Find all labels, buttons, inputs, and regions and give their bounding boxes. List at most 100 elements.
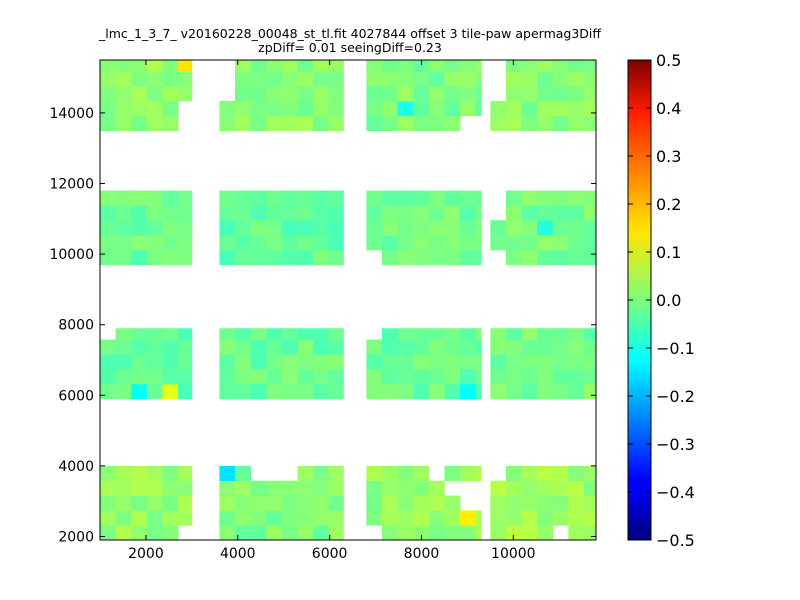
heatmap-cell — [537, 235, 554, 251]
heatmap-cell — [366, 354, 383, 370]
heatmap-cell — [146, 100, 163, 117]
heatmap-cell — [162, 235, 179, 251]
heatmap-cell — [266, 328, 283, 340]
heatmap-cell — [505, 100, 522, 117]
heatmap-cell — [490, 115, 507, 131]
heatmap-cell — [537, 249, 554, 266]
heatmap-cell — [490, 100, 507, 117]
heatmap-cell — [219, 328, 236, 340]
heatmap-cell — [297, 525, 314, 541]
heatmap-cell — [521, 235, 538, 251]
heatmap-cell — [162, 100, 179, 117]
heatmap-cell — [381, 384, 398, 400]
heatmap-cell — [313, 354, 330, 370]
heatmap-cell — [460, 220, 477, 236]
heatmap-cell — [381, 115, 398, 131]
heatmap-cell — [328, 205, 344, 221]
heatmap-cell — [381, 525, 398, 541]
heatmap-cell — [115, 510, 132, 526]
heatmap-cell — [162, 220, 179, 236]
heatmap-cell — [381, 510, 398, 526]
heatmap-cell — [131, 115, 148, 131]
heatmap-cell — [266, 495, 283, 511]
heatmap-cell — [297, 328, 314, 340]
heatmap-cell — [131, 220, 148, 236]
heatmap-cell — [146, 384, 163, 400]
heatmap-cell — [266, 369, 283, 385]
heatmap-cell — [115, 339, 132, 355]
heatmap-cell — [250, 71, 267, 87]
heatmap-cell — [413, 339, 430, 355]
colorbar-tick-label: 0.4 — [656, 99, 681, 118]
heatmap-cell — [250, 249, 267, 266]
heatmap-cell — [475, 328, 482, 340]
y-tick-label: 6000 — [58, 388, 94, 404]
heatmap-cell — [521, 354, 538, 370]
heatmap-cell — [115, 465, 132, 482]
heatmap-cell — [313, 525, 330, 541]
heatmap-cell — [313, 465, 330, 482]
colorbar-tick-label: 0.1 — [656, 243, 681, 262]
heatmap-cell — [131, 465, 148, 482]
heatmap-cell — [475, 235, 482, 251]
heatmap-cell — [521, 71, 538, 87]
heatmap-cell — [131, 480, 148, 496]
heatmap-cell — [444, 249, 461, 266]
heatmap-cell — [552, 220, 569, 236]
heatmap-cell — [235, 480, 252, 496]
heatmap-cell — [162, 525, 179, 541]
heatmap-cell — [444, 339, 461, 355]
heatmap-cell — [235, 465, 252, 482]
plot-frame — [99, 59, 597, 541]
heatmap-cell — [266, 86, 283, 102]
heatmap-cell — [235, 190, 252, 206]
heatmap-cell — [250, 328, 267, 340]
heatmap-cell — [505, 249, 522, 266]
heatmap-cell — [297, 100, 314, 117]
heatmap-cell — [250, 510, 267, 526]
heatmap-cell — [313, 60, 330, 72]
heatmap-cell — [131, 235, 148, 251]
heatmap-cell — [444, 235, 461, 251]
heatmap-cell — [178, 384, 193, 400]
heatmap-cell — [100, 205, 117, 221]
heatmap-cell — [281, 369, 298, 385]
heatmap-cell — [115, 190, 132, 206]
heatmap-cell — [178, 495, 193, 511]
heatmap-cell — [505, 205, 522, 221]
heatmap-cell — [413, 354, 430, 370]
heatmap-cell — [584, 235, 597, 251]
heatmap-cell — [146, 190, 163, 206]
heatmap-cell — [313, 480, 330, 496]
heatmap-cell — [505, 354, 522, 370]
heatmap-cell — [428, 60, 445, 72]
heatmap-cell — [460, 71, 477, 87]
heatmap-cell — [490, 354, 507, 370]
heatmap-cell — [100, 86, 117, 102]
heatmap-cell — [505, 369, 522, 385]
heatmap-cell — [250, 354, 267, 370]
heatmap-cell — [366, 60, 383, 72]
heatmap-cell — [328, 525, 344, 541]
heatmap-cell — [397, 205, 414, 221]
heatmap-cell — [297, 369, 314, 385]
heatmap-cell — [381, 190, 398, 206]
heatmap-cell — [552, 205, 569, 221]
heatmap-cell — [235, 115, 252, 131]
heatmap-cell — [115, 384, 132, 400]
heatmap-cell — [235, 60, 252, 72]
heatmap-cell — [178, 328, 193, 340]
heatmap-cell — [537, 100, 554, 117]
heatmap-cell — [413, 480, 430, 496]
heatmap-cell — [219, 115, 236, 131]
colorbar-tick-label: 0.2 — [656, 195, 681, 214]
heatmap-cell — [584, 86, 597, 102]
heatmap-cell — [366, 510, 383, 526]
heatmap-cell — [313, 384, 330, 400]
heatmap-cell — [131, 205, 148, 221]
heatmap-cell — [162, 328, 179, 340]
heatmap-cell — [115, 235, 132, 251]
heatmap-cell — [413, 525, 430, 541]
heatmap-cell — [397, 100, 414, 117]
heatmap-cell — [537, 495, 554, 511]
